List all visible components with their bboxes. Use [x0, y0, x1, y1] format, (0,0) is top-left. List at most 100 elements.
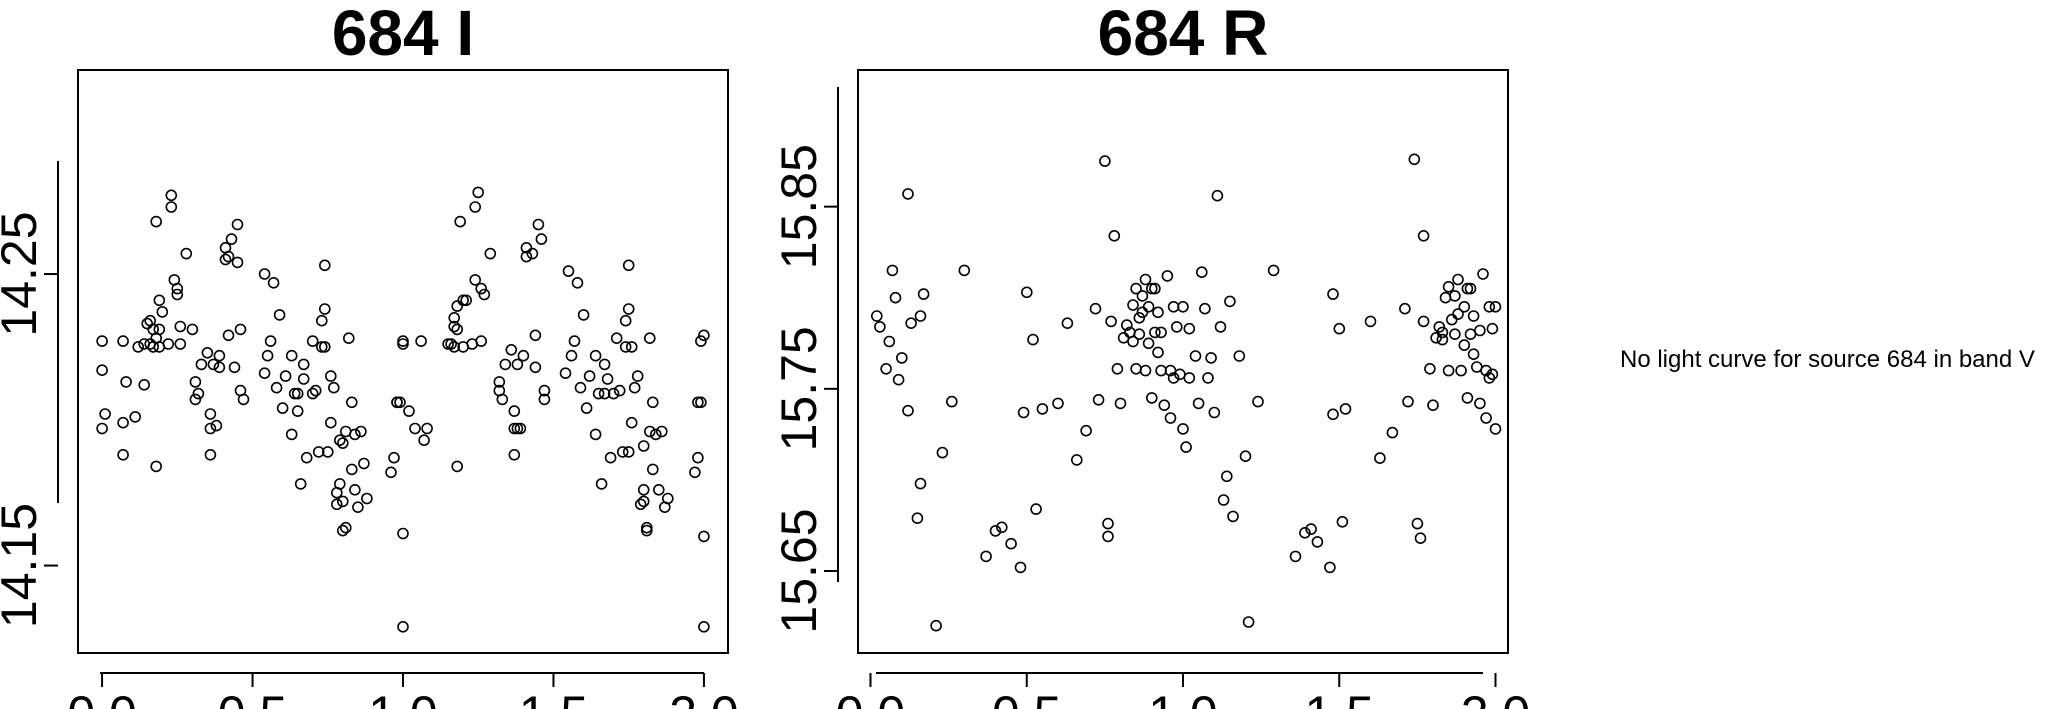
- data-point: [655, 425, 668, 438]
- data-point: [349, 428, 361, 441]
- data-point: [421, 422, 433, 435]
- data-point: [1146, 392, 1158, 404]
- data-point: [874, 321, 886, 333]
- data-point: [1021, 286, 1033, 299]
- data-point: [1224, 295, 1236, 308]
- data-point: [141, 317, 153, 330]
- data-point: [336, 437, 349, 449]
- plot-frame: [77, 69, 729, 654]
- data-point: [532, 218, 545, 231]
- data-point: [358, 457, 370, 470]
- data-point: [294, 478, 307, 490]
- data-point: [451, 323, 464, 336]
- data-point: [1211, 189, 1224, 202]
- data-point: [475, 335, 488, 347]
- data-point: [511, 422, 524, 435]
- panel-684-r: 684 R 0.0 0.5 1.0 1.5 2.0 15.65 15.75 15.85: [771, 0, 1530, 709]
- data-point: [1136, 290, 1149, 302]
- axis-ticks: 0.0 0.5 1.0 1.5 2.0 15.65 15.75 15.85: [771, 144, 1530, 709]
- data-point: [1127, 299, 1139, 311]
- data-point: [889, 291, 902, 304]
- data-point: [1452, 273, 1464, 286]
- data-point: [1474, 397, 1486, 410]
- data-point: [692, 451, 704, 464]
- data-point: [1183, 322, 1196, 335]
- data-point: [1108, 230, 1121, 242]
- data-point: [285, 428, 298, 441]
- data-point: [559, 367, 572, 380]
- data-point: [345, 463, 358, 476]
- data-point: [1424, 362, 1436, 375]
- data-point: [174, 338, 187, 350]
- data-point: [1214, 321, 1227, 333]
- data-point: [895, 352, 908, 364]
- data-point: [1486, 368, 1499, 381]
- data-point: [1480, 364, 1492, 377]
- data-point: [162, 338, 175, 350]
- data-point: [207, 358, 220, 371]
- data-point: [192, 387, 205, 400]
- data-point: [496, 393, 509, 406]
- data-point: [129, 411, 141, 423]
- panel-684-i: 684 I 0.0 0.5 1.0 1.5 2.0 14.15 14.25: [0, 0, 739, 709]
- data-point: [394, 396, 406, 409]
- data-point: [529, 329, 542, 342]
- data-point: [945, 395, 958, 408]
- data-point: [610, 332, 623, 345]
- data-point: [237, 393, 250, 406]
- data-point: [1017, 406, 1030, 419]
- data-point: [1155, 326, 1167, 339]
- data-point: [914, 477, 927, 490]
- data-point: [1152, 346, 1164, 359]
- data-point: [403, 405, 415, 417]
- data-point: [352, 501, 364, 514]
- light-curve-plots: 684 I 0.0 0.5 1.0 1.5 2.0 14.15 14.25 684 R 0.…: [0, 0, 1530, 709]
- data-point: [318, 303, 331, 315]
- data-point: [306, 387, 319, 400]
- data-point: [1483, 300, 1496, 313]
- data-point: [96, 422, 108, 435]
- data-point: [619, 341, 632, 353]
- data-point: [643, 425, 656, 438]
- data-point: [538, 384, 551, 397]
- x-tick-label: 1.0: [1148, 686, 1218, 709]
- data-point: [291, 405, 304, 417]
- data-point: [517, 349, 530, 362]
- data-point: [1311, 536, 1324, 548]
- data-point: [646, 463, 659, 476]
- data-point: [1205, 352, 1217, 364]
- data-point: [1183, 372, 1196, 384]
- data-point: [886, 264, 899, 277]
- data-point: [1327, 408, 1339, 421]
- data-point: [165, 201, 178, 213]
- data-point: [601, 373, 614, 385]
- data-point: [213, 349, 226, 362]
- data-point: [1436, 326, 1449, 339]
- data-point: [499, 358, 512, 371]
- data-point: [598, 358, 611, 371]
- data-point: [958, 264, 971, 277]
- data-point: [349, 483, 361, 496]
- data-point: [595, 478, 608, 490]
- data-point: [261, 349, 274, 362]
- chart-title: 684 I: [332, 0, 474, 69]
- data-point: [409, 422, 421, 435]
- data-point: [150, 215, 162, 228]
- data-point: [117, 335, 129, 347]
- data-point: [306, 335, 319, 347]
- data-point: [454, 215, 467, 228]
- data-point: [132, 341, 144, 353]
- data-point: [117, 448, 129, 461]
- data-point: [1158, 399, 1171, 412]
- data-point: [505, 343, 518, 356]
- x-tick-label: 2.0: [669, 686, 739, 709]
- data-point: [592, 387, 605, 400]
- x-tick-label: 0.5: [992, 686, 1062, 709]
- data-point: [529, 361, 542, 374]
- data-point: [117, 416, 129, 429]
- data-point: [902, 404, 914, 417]
- data-point: [1030, 503, 1042, 515]
- data-point: [622, 303, 635, 315]
- data-point: [616, 446, 629, 458]
- data-point: [315, 341, 328, 353]
